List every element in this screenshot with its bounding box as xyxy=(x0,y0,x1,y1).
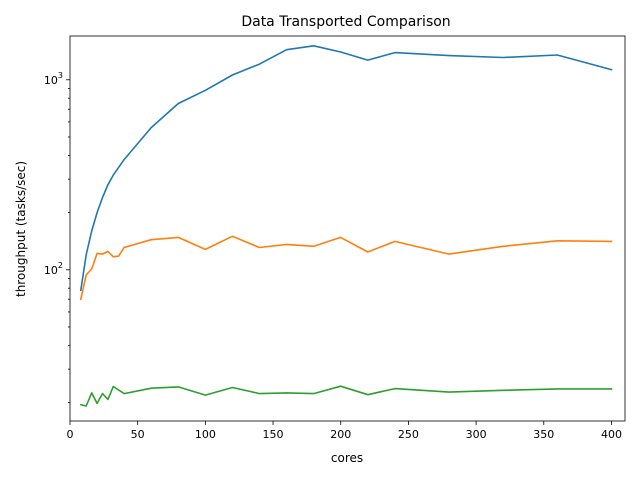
series-line-2 xyxy=(79,235,613,301)
x-tick-label: 200 xyxy=(330,428,351,441)
y-axis-ticks: 102 103 xyxy=(44,71,70,403)
plot-frame xyxy=(69,35,626,422)
x-axis-label: cores xyxy=(331,451,363,465)
x-tick-label: 50 xyxy=(131,428,145,441)
x-tick-label: 0 xyxy=(67,428,74,441)
x-tick-label: 300 xyxy=(466,428,487,441)
x-tick-label: 250 xyxy=(398,428,419,441)
x-tick-label: 150 xyxy=(263,428,284,441)
x-axis-ticks: 0 50 100 150 200 250 300 350 400 xyxy=(67,421,622,441)
series-line-1 xyxy=(79,45,613,292)
x-tick-label: 100 xyxy=(195,428,216,441)
x-tick-label: 400 xyxy=(601,428,622,441)
y-tick-label: 103 xyxy=(44,71,63,87)
y-tick-label: 102 xyxy=(44,261,63,277)
x-tick-label: 350 xyxy=(533,428,554,441)
series-layer xyxy=(79,45,613,407)
chart-title: Data Transported Comparison xyxy=(241,14,450,30)
y-axis-label: throughput (tasks/sec) xyxy=(14,161,28,297)
series-line-3 xyxy=(79,385,613,407)
